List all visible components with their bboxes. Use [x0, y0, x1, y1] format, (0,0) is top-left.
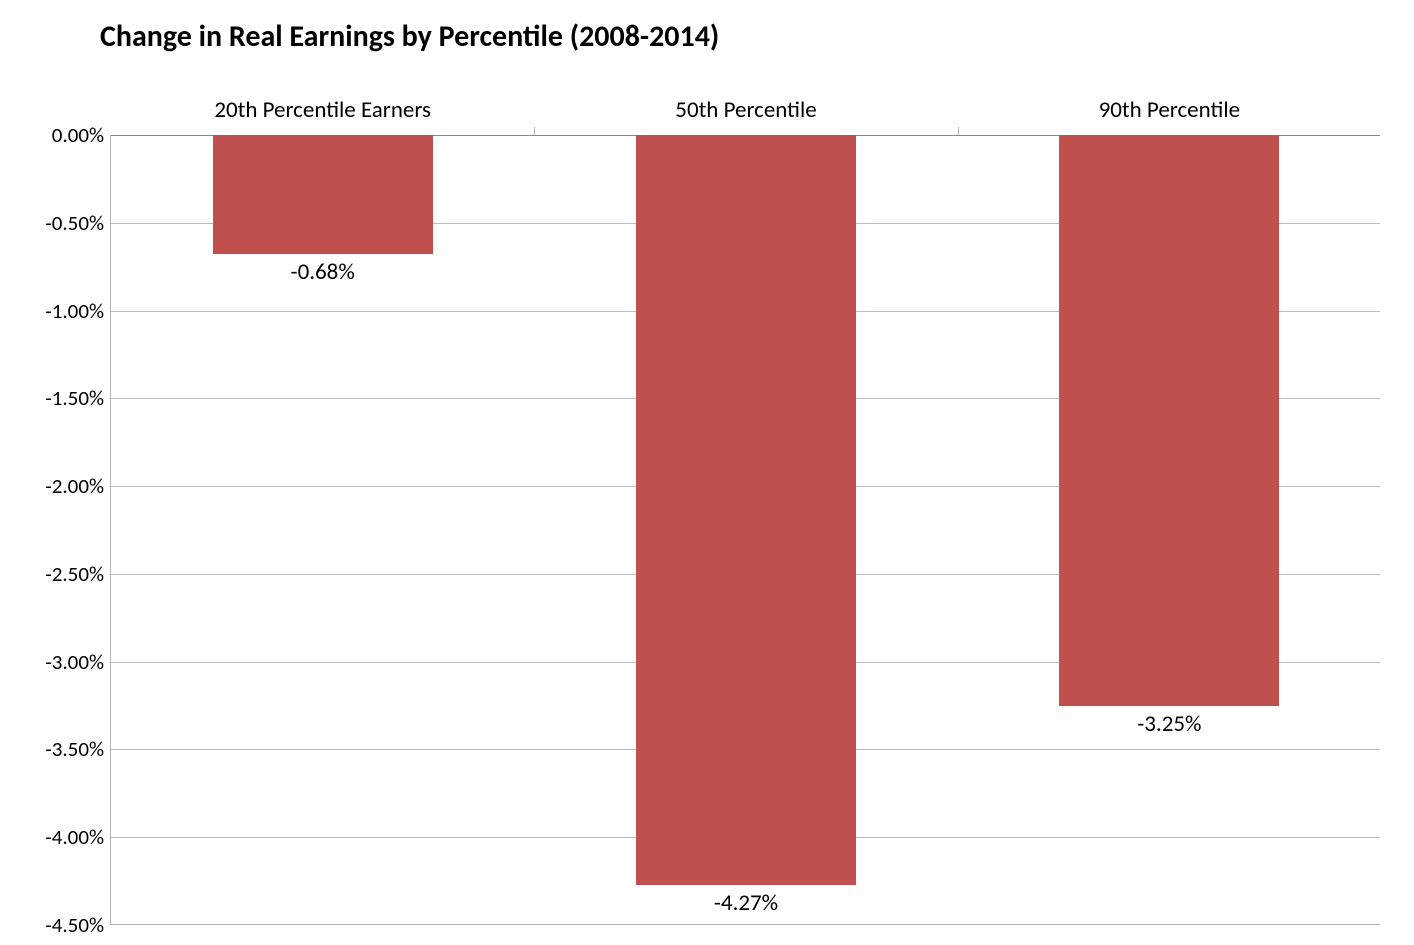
data-label: -3.25%: [1137, 710, 1201, 738]
data-label: -4.27%: [714, 889, 778, 917]
chart-title: Change in Real Earnings by Percentile (2…: [100, 18, 719, 55]
y-axis-tick-label: -4.00%: [45, 824, 104, 850]
data-label: -0.68%: [291, 258, 355, 286]
category-label: 50th Percentile: [675, 96, 816, 124]
earnings-chart: Change in Real Earnings by Percentile (2…: [0, 0, 1414, 945]
y-axis-tick-label: -1.00%: [45, 298, 104, 324]
bar: [636, 135, 856, 885]
category-label: 90th Percentile: [1099, 96, 1240, 124]
bar: [1059, 135, 1279, 706]
y-axis-tick-label: -0.50%: [45, 210, 104, 236]
y-axis-tick-label: -1.50%: [45, 385, 104, 411]
y-axis-tick-label: -4.50%: [45, 912, 104, 938]
x-tick: [534, 127, 535, 135]
y-axis-tick-label: 0.00%: [52, 122, 104, 148]
y-axis-tick-label: -3.50%: [45, 736, 104, 762]
y-axis-tick-label: -2.00%: [45, 473, 104, 499]
plot-area: 20th Percentile Earners-0.68%50th Percen…: [110, 135, 1380, 925]
bar: [213, 135, 433, 254]
category-label: 20th Percentile Earners: [214, 96, 431, 124]
y-axis-tick-label: -2.50%: [45, 561, 104, 587]
y-axis-tick-label: -3.00%: [45, 649, 104, 675]
x-tick: [958, 127, 959, 135]
